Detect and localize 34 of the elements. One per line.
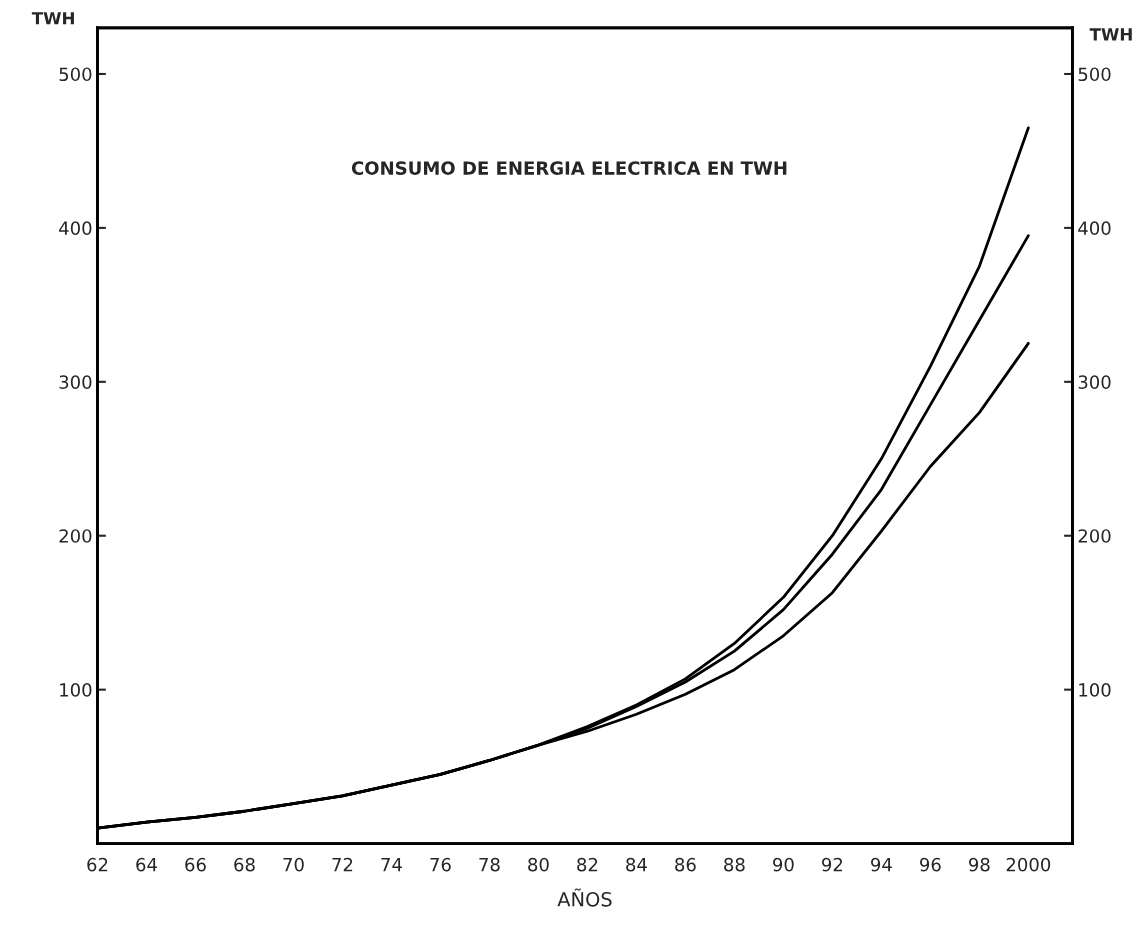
y2-tick-label: 200 xyxy=(1078,529,1111,543)
x-tick-label: 76 xyxy=(430,857,451,872)
x-tick-label: 2000 xyxy=(1006,857,1051,872)
x-tick-label: 90 xyxy=(773,857,794,872)
x-tick-label: 68 xyxy=(234,857,255,872)
x-axis-title: AÑOS xyxy=(557,888,612,907)
y2-tick-label: 100 xyxy=(1079,683,1111,697)
y-tick-label: 400 xyxy=(59,221,92,236)
y-tick-label: 200 xyxy=(59,529,92,543)
x-tick-label: 64 xyxy=(136,857,157,872)
x-tick-label: 88 xyxy=(724,857,745,872)
y-tick-label: 100 xyxy=(60,683,92,697)
x-tick-label: 72 xyxy=(332,857,353,872)
x-tick-label: 70 xyxy=(283,857,304,872)
x-tick-label: 92 xyxy=(822,857,843,872)
x-tick-label: 94 xyxy=(871,857,892,872)
y2-tick-label: 400 xyxy=(1078,221,1111,236)
x-tick-label: 96 xyxy=(920,857,941,872)
x-tick-label: 84 xyxy=(626,857,647,872)
annotation: CONSUMO DE ENERGIA ELECTRICA EN TWH xyxy=(351,161,787,175)
y-tick-label: 300 xyxy=(59,375,92,389)
x-tick-label: 82 xyxy=(577,857,598,872)
x-tick-label: 86 xyxy=(675,857,696,872)
y2-axis-title: TWH xyxy=(1089,28,1132,41)
x-tick-label: 66 xyxy=(185,857,206,872)
x-tick-label: 74 xyxy=(381,858,402,872)
x-tick-label: 78 xyxy=(479,857,500,872)
y2-tick-label: 500 xyxy=(1078,67,1111,82)
x-tick-label: 80 xyxy=(528,857,549,872)
y-axis-title: TWH xyxy=(31,12,74,25)
y-tick-label: 500 xyxy=(59,67,92,82)
y2-tick-label: 300 xyxy=(1078,375,1111,389)
x-tick-label: 62 xyxy=(87,857,108,872)
x-tick-label: 98 xyxy=(969,857,990,872)
